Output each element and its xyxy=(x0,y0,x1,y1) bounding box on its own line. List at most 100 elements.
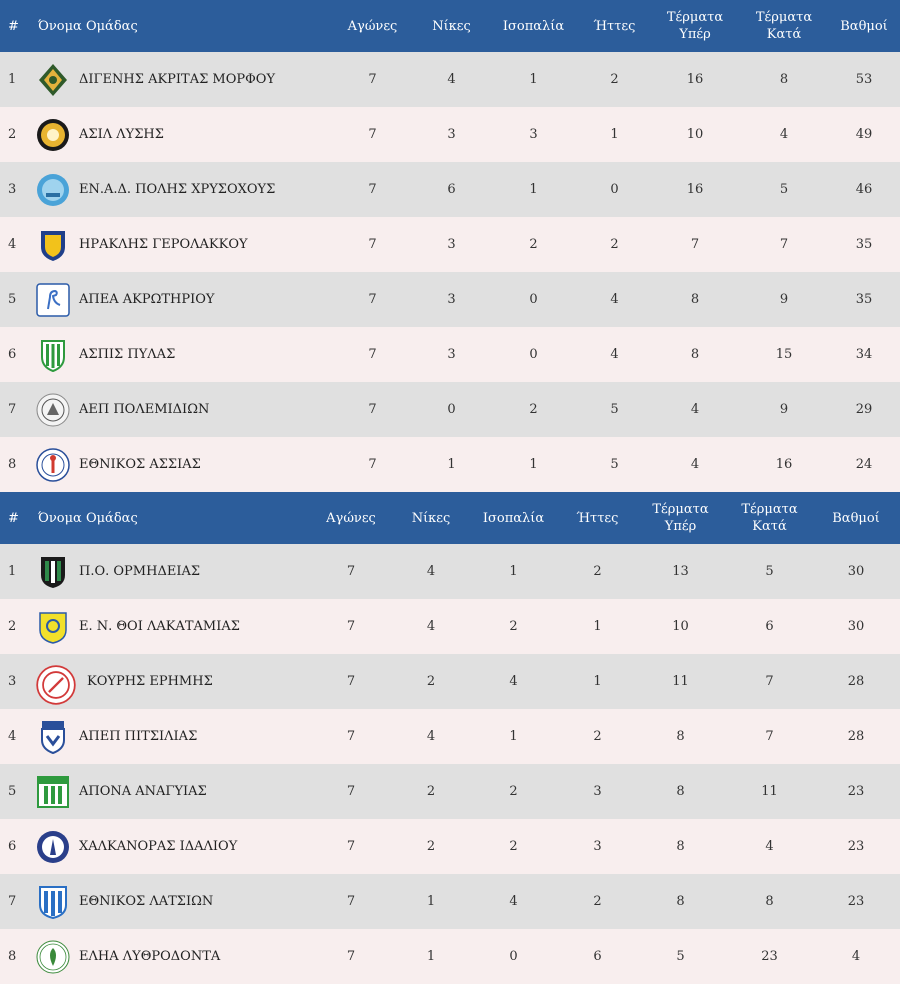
row-losses: 5 xyxy=(579,382,650,437)
table-row: 6 ΧΑΛΚΑΝΟΡΑΣ ΙΔΑΛΙΟΥ 7 2 2 3 8 4 23 xyxy=(0,819,900,874)
header-losses[interactable]: Ήττες xyxy=(561,492,634,544)
row-team[interactable]: ΕΛΗΑ ΛΥΘΡΟΔΟΝΤΑ xyxy=(34,929,306,984)
header-goals-for-line2: Υπέρ xyxy=(679,27,711,42)
team-name: ΕΛΗΑ ΛΥΘΡΟΔΟΝΤΑ xyxy=(79,949,221,964)
row-team[interactable]: ΕΘΝΙΚΟΣ ΛΑΤΣΙΩΝ xyxy=(34,874,306,929)
team-name: ΔΙΓΕΝΗΣ ΑΚΡΙΤΑΣ ΜΟΡΦΟΥ xyxy=(79,72,276,87)
table-row: 1 Π.Ο. ΟΡΜΗΔΕΙΑΣ 7 4 1 2 13 5 30 xyxy=(0,544,900,599)
team-name: Π.Ο. ΟΡΜΗΔΕΙΑΣ xyxy=(79,564,201,579)
header-points[interactable]: Βαθμοί xyxy=(812,492,900,544)
row-team[interactable]: ΚΟΥΡΗΣ ΕΡΗΜΗΣ xyxy=(34,654,306,709)
table-row: 4 ΑΠΕΠ ΠΙΤΣΙΛΙΑΣ 7 4 1 2 8 7 28 xyxy=(0,709,900,764)
row-team[interactable]: ΔΙΓΕΝΗΣ ΑΚΡΙΤΑΣ ΜΟΡΦΟΥ xyxy=(34,52,330,107)
digenis-akritas-crest-icon xyxy=(36,63,70,97)
row-team[interactable]: ΗΡΑΚΛΗΣ ΓΕΡΟΛΑΚΚΟΥ xyxy=(34,217,330,272)
row-wins: 6 xyxy=(415,162,488,217)
chalkanoras-crest-icon xyxy=(36,830,70,864)
apep-crest-icon xyxy=(36,720,70,754)
row-points: 4 xyxy=(812,929,900,984)
team-name: ΕΘΝΙΚΟΣ ΑΣΣΙΑΣ xyxy=(79,457,201,472)
row-team[interactable]: ΕΝ.Α.Δ. ΠΟΛΗΣ ΧΡΥΣΟΧΟΥΣ xyxy=(34,162,330,217)
header-team-name[interactable]: Όνομα Ομάδας xyxy=(34,492,306,544)
row-played: 7 xyxy=(306,654,396,709)
row-position: 8 xyxy=(0,437,34,492)
row-team[interactable]: ΑΣΠΙΣ ΠΥΛΑΣ xyxy=(34,327,330,382)
row-losses: 1 xyxy=(579,107,650,162)
row-goals-against: 8 xyxy=(740,52,828,107)
team-name: ΑΠΕΑ ΑΚΡΩΤΗΡΙΟΥ xyxy=(79,292,215,307)
aep-crest-icon xyxy=(36,393,70,427)
table-row: 1 ΔΙΓΕΝΗΣ ΑΚΡΙΤΑΣ ΜΟΡΦΟΥ 7 4 1 2 16 8 53 xyxy=(0,52,900,107)
row-losses: 1 xyxy=(561,654,634,709)
row-draws: 1 xyxy=(488,162,579,217)
table-row: 8 ΕΘΝΙΚΟΣ ΑΣΣΙΑΣ 7 1 1 5 4 16 24 xyxy=(0,437,900,492)
header-losses[interactable]: Ήττες xyxy=(579,0,650,52)
team-name: ΑΠΕΠ ΠΙΤΣΙΛΙΑΣ xyxy=(79,729,198,744)
row-goals-against: 7 xyxy=(740,217,828,272)
header-team-name[interactable]: Όνομα Ομάδας xyxy=(34,0,330,52)
header-goals-for[interactable]: Τέρματα Υπέρ xyxy=(650,0,740,52)
row-played: 7 xyxy=(330,52,415,107)
row-position: 5 xyxy=(0,272,34,327)
apea-flamingo-crest-icon xyxy=(36,282,70,317)
row-position: 4 xyxy=(0,217,34,272)
row-position: 8 xyxy=(0,929,34,984)
header-points[interactable]: Βαθμοί xyxy=(828,0,900,52)
row-wins: 1 xyxy=(396,929,466,984)
table-row: 5 ΑΠΟΝΑ ΑΝΑΓΥΙΑΣ 7 2 2 3 8 11 23 xyxy=(0,764,900,819)
header-goals-for[interactable]: Τέρματα Υπέρ xyxy=(634,492,727,544)
row-draws: 0 xyxy=(488,272,579,327)
row-wins: 2 xyxy=(396,764,466,819)
row-played: 7 xyxy=(330,437,415,492)
header-goals-against-line1: Τέρματα xyxy=(741,502,798,517)
header-played[interactable]: Αγώνες xyxy=(306,492,396,544)
table-row: 3 ΕΝ.Α.Δ. ΠΟΛΗΣ ΧΡΥΣΟΧΟΥΣ 7 6 1 0 16 5 4… xyxy=(0,162,900,217)
row-goals-for: 8 xyxy=(634,764,727,819)
row-team[interactable]: ΧΑΛΚΑΝΟΡΑΣ ΙΔΑΛΙΟΥ xyxy=(34,819,306,874)
row-team[interactable]: ΑΕΠ ΠΟΛΕΜΙΔΙΩΝ xyxy=(34,382,330,437)
row-team[interactable]: ΑΠΕΠ ΠΙΤΣΙΛΙΑΣ xyxy=(34,709,306,764)
ormideia-crest-icon xyxy=(36,555,70,589)
row-team[interactable]: ΕΘΝΙΚΟΣ ΑΣΣΙΑΣ xyxy=(34,437,330,492)
header-played[interactable]: Αγώνες xyxy=(330,0,415,52)
row-team[interactable]: Π.Ο. ΟΡΜΗΔΕΙΑΣ xyxy=(34,544,306,599)
row-points: 34 xyxy=(828,327,900,382)
row-losses: 4 xyxy=(579,272,650,327)
team-name: ΑΣΙΛ ΛΥΣΗΣ xyxy=(79,127,164,142)
row-points: 23 xyxy=(812,819,900,874)
row-position: 2 xyxy=(0,599,34,654)
row-team[interactable]: ΑΠΟΝΑ ΑΝΑΓΥΙΑΣ xyxy=(34,764,306,819)
header-wins[interactable]: Νίκες xyxy=(396,492,466,544)
row-goals-against: 16 xyxy=(740,437,828,492)
row-played: 7 xyxy=(330,217,415,272)
header-goals-against[interactable]: Τέρματα Κατά xyxy=(727,492,812,544)
header-goals-for-line1: Τέρματα xyxy=(666,10,724,25)
row-position: 1 xyxy=(0,544,34,599)
row-points: 28 xyxy=(812,709,900,764)
row-goals-for: 10 xyxy=(650,107,740,162)
row-losses: 2 xyxy=(561,544,634,599)
table-row: 5 ΑΠΕΑ ΑΚΡΩΤΗΡΙΟΥ 7 3 0 4 8 9 35 xyxy=(0,272,900,327)
row-team[interactable]: Ε. Ν. ΘΟΙ ΛΑΚΑΤΑΜΙΑΣ xyxy=(34,599,306,654)
row-draws: 3 xyxy=(488,107,579,162)
row-goals-against: 5 xyxy=(740,162,828,217)
thoi-crest-icon xyxy=(36,610,70,644)
header-goals-against[interactable]: Τέρματα Κατά xyxy=(740,0,828,52)
header-position[interactable]: # xyxy=(0,0,34,52)
row-team[interactable]: ΑΠΕΑ ΑΚΡΩΤΗΡΙΟΥ xyxy=(34,272,330,327)
row-team[interactable]: ΑΣΙΛ ΛΥΣΗΣ xyxy=(34,107,330,162)
row-position: 2 xyxy=(0,107,34,162)
header-draws[interactable]: Ισοπαλία xyxy=(488,0,579,52)
row-goals-against: 6 xyxy=(727,599,812,654)
row-goals-for: 8 xyxy=(650,327,740,382)
header-position[interactable]: # xyxy=(0,492,34,544)
row-played: 7 xyxy=(306,709,396,764)
header-wins[interactable]: Νίκες xyxy=(415,0,488,52)
row-wins: 2 xyxy=(396,819,466,874)
row-draws: 1 xyxy=(488,52,579,107)
row-position: 5 xyxy=(0,764,34,819)
team-name: Ε. Ν. ΘΟΙ ΛΑΚΑΤΑΜΙΑΣ xyxy=(79,619,240,634)
row-played: 7 xyxy=(306,874,396,929)
row-goals-for: 8 xyxy=(634,819,727,874)
header-draws[interactable]: Ισοπαλία xyxy=(466,492,561,544)
